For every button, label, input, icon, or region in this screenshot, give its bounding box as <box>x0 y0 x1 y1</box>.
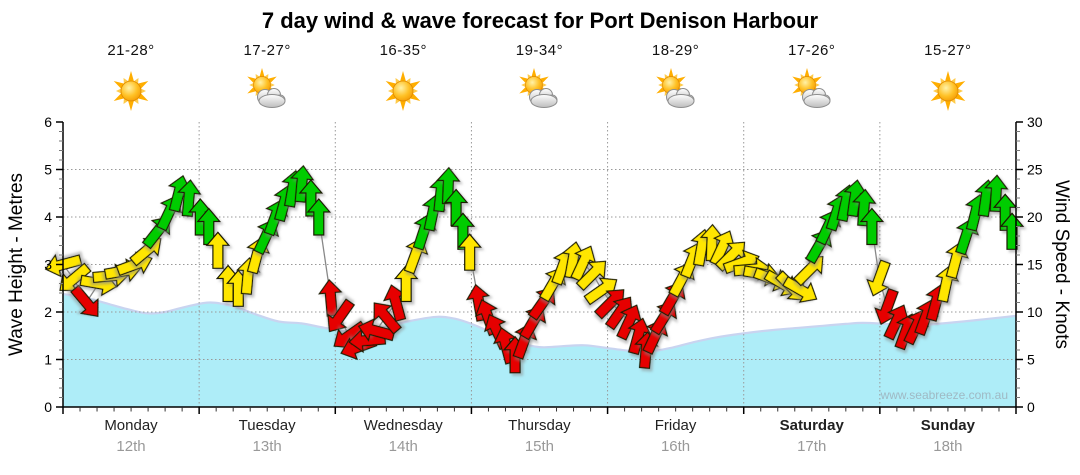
day-headers-row: 21-28° 17-27° <box>0 0 1080 120</box>
wind-arrow <box>177 179 202 218</box>
day-name: Friday <box>654 417 697 434</box>
wind-arrow <box>436 166 461 205</box>
x-axis-day-label: Wednesday 14th <box>335 417 471 455</box>
wind-arrow <box>992 193 1018 231</box>
day-date: 15th <box>524 438 555 455</box>
day-name: Sunday <box>920 417 975 434</box>
wind-arrow <box>306 198 332 236</box>
day-temp-range: 17-27° <box>243 42 291 59</box>
right-axis-tick-label: 25 <box>1027 162 1043 178</box>
weather-icon-slot <box>335 65 471 117</box>
wind-arrow <box>289 164 315 203</box>
day-column-monday: 21-28° <box>63 42 199 117</box>
sun-icon <box>385 71 421 111</box>
day-temp-range: 16-35° <box>379 42 427 59</box>
wind-arrow <box>450 212 476 250</box>
day-name: Tuesday <box>238 417 296 434</box>
x-axis-day-label: Saturday 17th <box>744 417 880 455</box>
wind-arrow <box>866 259 891 297</box>
watermark: www.seabreeze.com.au <box>880 388 1008 402</box>
day-temp-range: 21-28° <box>107 42 155 59</box>
left-axis-tick-label: 6 <box>44 114 52 130</box>
day-name: Wednesday <box>363 417 443 434</box>
wind-arrow <box>852 188 877 227</box>
wind-arrow <box>457 233 482 271</box>
day-temp-range: 15-27° <box>924 42 972 59</box>
wind-arrow <box>999 212 1025 250</box>
wind-arrow <box>298 179 324 217</box>
weather-icon-slot <box>880 65 1016 117</box>
x-axis-day-label: Monday 12th <box>63 417 199 455</box>
x-axis-day-label: Tuesday 13th <box>199 417 335 455</box>
sun-cloud-icon <box>791 68 831 108</box>
right-axis-tick-label: 30 <box>1027 114 1043 130</box>
wave-height-area <box>63 293 1016 407</box>
day-date: 16th <box>660 438 691 455</box>
day-date: 17th <box>797 438 827 455</box>
right-axis-tick-label: 10 <box>1027 304 1043 320</box>
right-axis-tick-label: 0 <box>1027 399 1035 415</box>
day-temp-range: 17-26° <box>788 42 836 59</box>
sun-cloud-icon <box>519 68 558 108</box>
wind-arrow <box>205 231 231 269</box>
wind-arrow <box>984 174 1009 213</box>
wind-arrow <box>318 278 343 317</box>
x-axis-day-label: Sunday 18th <box>880 417 1016 455</box>
day-column-tuesday: 17-27° <box>199 42 335 117</box>
sun-cloud-icon <box>655 68 695 108</box>
weather-icon-slot <box>199 65 335 117</box>
day-column-thursday: 19-34° <box>471 42 607 117</box>
page-title: 7 day wind & wave forecast for Port Deni… <box>261 8 819 33</box>
day-column-wednesday: 16-35° <box>335 42 471 117</box>
day-column-sunday: 15-27° <box>880 42 1016 117</box>
weather-icon-slot <box>63 65 199 117</box>
wind-arrow <box>782 275 818 303</box>
day-date: 12th <box>116 438 146 455</box>
day-temp-range: 18-29° <box>651 42 700 59</box>
wind-arrow <box>327 298 356 333</box>
left-axis-tick-label: 5 <box>44 162 52 178</box>
day-date: 14th <box>388 438 418 455</box>
day-date: 18th <box>933 438 963 455</box>
day-temp-range: 19-34° <box>515 42 564 59</box>
left-axis-tick-label: 1 <box>44 352 52 368</box>
x-axis-day-label: Friday 16th <box>608 417 744 455</box>
day-name: Saturday <box>779 417 844 434</box>
wind-arrow <box>70 284 99 318</box>
left-axis-tick-label: 3 <box>44 257 52 273</box>
day-date: 13th <box>252 438 282 455</box>
day-column-saturday: 17-26° <box>744 42 880 117</box>
day-name: Thursday <box>508 417 571 434</box>
left-axis-tick-label: 4 <box>44 209 52 225</box>
weather-icon-slot <box>744 65 880 117</box>
right-axis-title: Wind Speed - Knots <box>1051 180 1072 349</box>
left-axis-tick-label: 2 <box>44 304 52 320</box>
wind-arrow <box>859 207 885 246</box>
right-axis-tick-label: 15 <box>1027 257 1043 273</box>
weather-icon-slot <box>471 65 607 117</box>
right-axis-tick-label: 20 <box>1027 209 1043 225</box>
wind-arrow <box>393 264 419 303</box>
wind-arrow <box>575 260 607 292</box>
weather-icon-slot <box>608 65 744 117</box>
left-axis-tick-label: 0 <box>44 399 52 415</box>
day-column-friday: 18-29° <box>608 42 744 117</box>
x-axis-day-label: Thursday 15th <box>471 417 607 455</box>
wind-arrow <box>373 302 403 335</box>
right-axis-tick-label: 5 <box>1027 352 1035 368</box>
sun-icon <box>930 71 966 111</box>
sun-icon <box>113 71 149 111</box>
sun-cloud-icon <box>247 68 286 108</box>
day-name: Monday <box>104 417 158 434</box>
